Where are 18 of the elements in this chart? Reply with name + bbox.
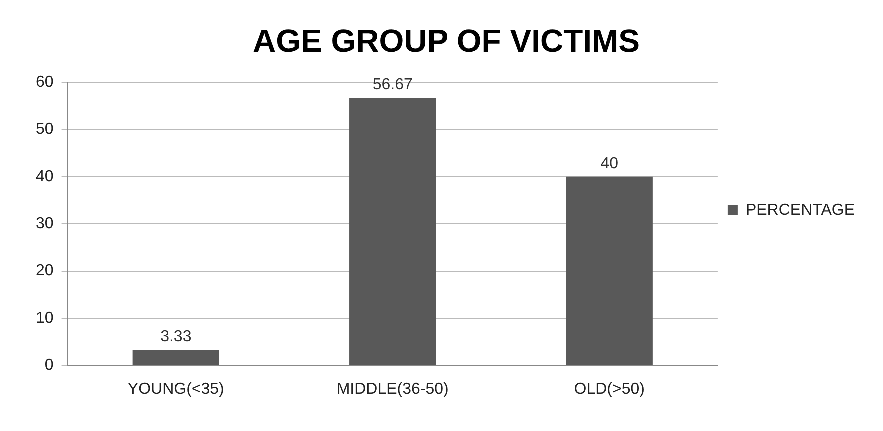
- y-tick-label: 30: [36, 216, 54, 233]
- y-tick-label: 50: [36, 121, 54, 138]
- legend-label: PERCENTAGE: [746, 202, 856, 219]
- x-tick-label: MIDDLE(36-50): [336, 380, 449, 398]
- data-label: 3.33: [160, 328, 192, 346]
- x-tick-label: OLD(>50): [574, 380, 645, 398]
- bar: [132, 350, 220, 366]
- x-tick-label: YOUNG(<35): [128, 380, 224, 398]
- y-tick-label: 40: [36, 168, 54, 186]
- data-label: 40: [600, 155, 619, 172]
- chart-title: AGE GROUP OF VICTIMS: [253, 23, 640, 60]
- data-label: 56.67: [372, 76, 413, 94]
- bar: [566, 176, 653, 366]
- y-tick-label: 0: [44, 357, 54, 374]
- y-tick-label: 10: [36, 310, 54, 327]
- bar: [350, 98, 436, 366]
- y-tick-label: 20: [36, 262, 54, 280]
- y-tick-label: 60: [36, 74, 54, 91]
